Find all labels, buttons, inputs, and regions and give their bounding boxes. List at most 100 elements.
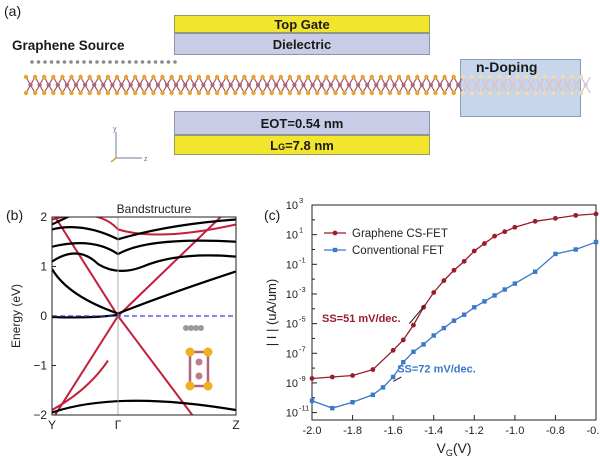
iv-ytick-label: 10 bbox=[286, 259, 298, 271]
iv-xtick-label: -0.8 bbox=[546, 425, 565, 437]
graphene-csfet-point bbox=[451, 267, 457, 273]
iv-xtick-label: -0.6 bbox=[587, 425, 600, 437]
sulfur-atom bbox=[560, 74, 566, 80]
sulfur-atom bbox=[578, 90, 584, 96]
graphene-csfet-point bbox=[400, 337, 406, 343]
sulfur-atom bbox=[360, 74, 365, 80]
inset-mo-atom bbox=[195, 372, 203, 380]
inset-graphene-atom bbox=[193, 325, 199, 331]
sulfur-atom bbox=[497, 74, 502, 80]
molybdenum-atom bbox=[456, 82, 461, 88]
sulfur-atom bbox=[151, 74, 156, 80]
sulfur-atom bbox=[305, 90, 311, 96]
inset-sulfur-atom bbox=[203, 381, 213, 391]
conventional-fet-point bbox=[482, 299, 487, 304]
molybdenum-atom bbox=[519, 82, 525, 88]
dielectric-top-label: Dielectric bbox=[272, 36, 332, 52]
iv-ytick-exponent: -7 bbox=[299, 344, 306, 353]
sulfur-atom bbox=[569, 90, 575, 96]
sulfur-atom bbox=[187, 90, 192, 96]
sulfur-atom bbox=[415, 74, 420, 80]
sulfur-atom bbox=[442, 90, 447, 96]
mos2-channel-structure bbox=[23, 60, 591, 96]
band-ytick-label: −1 bbox=[33, 359, 47, 373]
sulfur-atom bbox=[424, 74, 429, 80]
sulfur-atom bbox=[406, 90, 411, 96]
molybdenum-atom bbox=[328, 82, 333, 88]
iv-plot-frame bbox=[311, 204, 597, 421]
conventional-fet-point bbox=[401, 359, 406, 365]
molybdenum-atom bbox=[401, 82, 406, 88]
molybdenum-atom bbox=[474, 82, 479, 88]
sulfur-atom bbox=[269, 90, 274, 96]
molybdenum-atom bbox=[383, 82, 388, 88]
sulfur-atom bbox=[515, 90, 520, 96]
molybdenum-atom bbox=[510, 82, 515, 88]
graphene-csfet-point bbox=[411, 322, 416, 328]
black-band bbox=[52, 252, 236, 272]
sulfur-atom bbox=[205, 90, 211, 96]
sulfur-atom bbox=[23, 74, 29, 80]
conventional-fet-point bbox=[370, 392, 376, 397]
molybdenum-atom bbox=[73, 82, 79, 88]
iv-xtick-label: -1.2 bbox=[465, 425, 484, 437]
molybdenum-atom bbox=[210, 82, 215, 88]
conventional-fet-point bbox=[330, 405, 335, 411]
sulfur-atom bbox=[497, 90, 502, 96]
eot-label: EOT=0.54 nm bbox=[260, 115, 344, 131]
molybdenum-atom bbox=[246, 82, 251, 88]
molybdenum-atom bbox=[410, 82, 415, 88]
band-ytick-label: −2 bbox=[33, 408, 47, 422]
sulfur-atom bbox=[351, 90, 356, 96]
molybdenum-atom bbox=[556, 82, 561, 88]
graphene-atom bbox=[88, 60, 93, 64]
molybdenum-atom bbox=[174, 82, 179, 88]
molybdenum-atom bbox=[164, 82, 170, 88]
graphene-csfet-point bbox=[492, 233, 497, 239]
conventional-fet-point bbox=[492, 293, 497, 298]
sulfur-atom bbox=[60, 90, 65, 96]
sulfur-atom bbox=[133, 74, 138, 80]
axes-triad-icon: y z bbox=[110, 126, 148, 163]
sulfur-atom bbox=[224, 74, 229, 80]
iv-xtick-label: -1.6 bbox=[384, 425, 403, 437]
sulfur-atom bbox=[542, 74, 547, 80]
graphene-atom bbox=[69, 60, 73, 64]
iv-ylabel: | I | (uA/um) bbox=[264, 279, 279, 346]
molybdenum-atom bbox=[83, 82, 88, 88]
iv-ytick-label: 10 bbox=[286, 200, 298, 212]
molybdenum-atom bbox=[101, 82, 106, 88]
graphene-csfet-point bbox=[482, 241, 487, 246]
sulfur-atom bbox=[69, 74, 74, 80]
sulfur-atom bbox=[32, 90, 38, 96]
sulfur-atom bbox=[114, 90, 120, 96]
dielectric-top-layer: Dielectric bbox=[174, 33, 430, 55]
molybdenum-atom bbox=[428, 82, 433, 88]
sulfur-atom bbox=[406, 74, 411, 80]
sulfur-atom bbox=[333, 90, 338, 96]
graphene-atom bbox=[140, 60, 145, 64]
sulfur-atom bbox=[296, 90, 302, 96]
dielectric-bottom-layer: EOT=0.54 nm bbox=[174, 111, 430, 135]
sulfur-atom bbox=[351, 74, 356, 80]
molybdenum-atom bbox=[501, 82, 506, 88]
sulfur-atom bbox=[533, 74, 538, 80]
sulfur-atom bbox=[151, 90, 156, 96]
sulfur-atom bbox=[214, 90, 220, 96]
molybdenum-atom bbox=[392, 82, 397, 88]
sulfur-atom bbox=[396, 74, 402, 80]
iv-ytick-label: 10 bbox=[286, 319, 298, 331]
molybdenum-atom bbox=[583, 82, 588, 88]
sulfur-atom bbox=[187, 74, 192, 80]
bottom-gate-layer: LG=7.8 nm bbox=[174, 135, 430, 155]
molybdenum-atom bbox=[565, 82, 570, 88]
legend-marker-blue bbox=[332, 247, 338, 253]
sulfur-atom bbox=[78, 74, 83, 80]
sulfur-atom bbox=[278, 74, 283, 80]
graphene-atom bbox=[36, 60, 41, 64]
molybdenum-atom bbox=[28, 82, 33, 88]
sulfur-atom bbox=[233, 90, 238, 96]
iv-xlabel: VG(V) bbox=[436, 440, 471, 458]
inset-mo-atom bbox=[195, 358, 203, 366]
sulfur-atom bbox=[324, 74, 329, 80]
